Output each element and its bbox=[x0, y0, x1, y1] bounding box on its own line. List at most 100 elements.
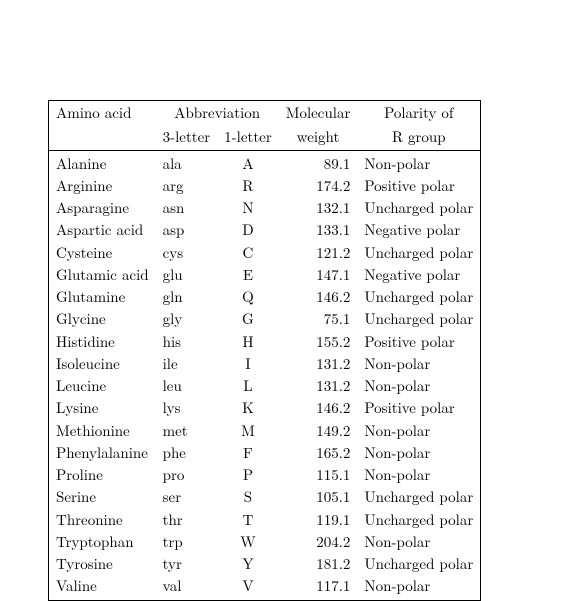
table-cell: trp bbox=[156, 531, 218, 553]
table-cell: F bbox=[217, 442, 279, 464]
table-cell: Uncharged polar bbox=[357, 486, 480, 508]
table-cell: Uncharged polar bbox=[357, 509, 480, 531]
table-cell: Isoleucine bbox=[49, 353, 156, 375]
table-cell: Uncharged polar bbox=[357, 242, 480, 264]
col-header-amino-acid: Amino acid bbox=[49, 101, 156, 126]
table-cell: asn bbox=[156, 197, 218, 219]
table-cell: H bbox=[217, 331, 279, 353]
table-cell: leu bbox=[156, 375, 218, 397]
table-row: MethioninemetM149.2Non-polar bbox=[49, 420, 481, 442]
table-cell: C bbox=[217, 242, 279, 264]
col-subheader-amino-acid bbox=[49, 125, 156, 150]
table-row: CysteinecysC121.2Uncharged polar bbox=[49, 242, 481, 264]
table-cell: cys bbox=[156, 242, 218, 264]
table-cell: 204.2 bbox=[279, 531, 358, 553]
col-subheader-rgroup: R group bbox=[357, 125, 480, 150]
table-cell: P bbox=[217, 464, 279, 486]
table-cell: Non-polar bbox=[357, 531, 480, 553]
table-cell: Q bbox=[217, 286, 279, 308]
table-row: AsparagineasnN132.1Uncharged polar bbox=[49, 197, 481, 219]
table-cell: asp bbox=[156, 219, 218, 241]
table-cell: ser bbox=[156, 486, 218, 508]
table-row: LeucineleuL131.2Non-polar bbox=[49, 375, 481, 397]
table-cell: Non-polar bbox=[357, 150, 480, 175]
table-cell: Alanine bbox=[49, 150, 156, 175]
table-cell: phe bbox=[156, 442, 218, 464]
table-row: ValinevalV117.1Non-polar bbox=[49, 575, 481, 600]
table-row: SerineserS105.1Uncharged polar bbox=[49, 486, 481, 508]
table-cell: pro bbox=[156, 464, 218, 486]
table-cell: Uncharged polar bbox=[357, 553, 480, 575]
table-cell: Non-polar bbox=[357, 420, 480, 442]
table-cell: I bbox=[217, 353, 279, 375]
table-cell: 181.2 bbox=[279, 553, 358, 575]
table-header: Amino acid Abbreviation Molecular Polari… bbox=[49, 101, 481, 151]
table-cell: Non-polar bbox=[357, 442, 480, 464]
table-cell: Leucine bbox=[49, 375, 156, 397]
table-row: TryptophantrpW204.2Non-polar bbox=[49, 531, 481, 553]
table-cell: 132.1 bbox=[279, 197, 358, 219]
table-cell: Non-polar bbox=[357, 375, 480, 397]
table-row: ArginineargR174.2Positive polar bbox=[49, 175, 481, 197]
table-cell: gly bbox=[156, 308, 218, 330]
page: Amino acid Abbreviation Molecular Polari… bbox=[0, 0, 585, 601]
table-cell: Methionine bbox=[49, 420, 156, 442]
table-cell: T bbox=[217, 509, 279, 531]
table-row: TyrosinetyrY181.2Uncharged polar bbox=[49, 553, 481, 575]
col-subheader-1letter: 1-letter bbox=[217, 125, 279, 150]
table-cell: Glutamine bbox=[49, 286, 156, 308]
table-cell: 121.2 bbox=[279, 242, 358, 264]
table-cell: lys bbox=[156, 397, 218, 419]
table-cell: Asparagine bbox=[49, 197, 156, 219]
table-cell: Non-polar bbox=[357, 464, 480, 486]
table-cell: D bbox=[217, 219, 279, 241]
col-header-mol-weight: Molecular bbox=[279, 101, 358, 126]
table-cell: Aspartic acid bbox=[49, 219, 156, 241]
table-cell: A bbox=[217, 150, 279, 175]
table-cell: Glutamic acid bbox=[49, 264, 156, 286]
table-cell: Tyrosine bbox=[49, 553, 156, 575]
table-row: ProlineproP115.1Non-polar bbox=[49, 464, 481, 486]
table-row: IsoleucineileI131.2Non-polar bbox=[49, 353, 481, 375]
table-cell: 119.1 bbox=[279, 509, 358, 531]
col-header-polarity: Polarity of bbox=[357, 101, 480, 126]
table-cell: Lysine bbox=[49, 397, 156, 419]
table-cell: Positive polar bbox=[357, 175, 480, 197]
table-cell: Valine bbox=[49, 575, 156, 600]
col-header-abbreviation: Abbreviation bbox=[156, 101, 279, 126]
table-row: PhenylalaninepheF165.2Non-polar bbox=[49, 442, 481, 464]
table-body: AlaninealaA89.1Non-polarArginineargR174.… bbox=[49, 150, 481, 600]
table-cell: 75.1 bbox=[279, 308, 358, 330]
table-cell: 89.1 bbox=[279, 150, 358, 175]
table-cell: K bbox=[217, 397, 279, 419]
table-cell: 174.2 bbox=[279, 175, 358, 197]
table-cell: Proline bbox=[49, 464, 156, 486]
table-cell: glu bbox=[156, 264, 218, 286]
table-cell: arg bbox=[156, 175, 218, 197]
table-cell: Y bbox=[217, 553, 279, 575]
table-cell: 146.2 bbox=[279, 286, 358, 308]
table-cell: N bbox=[217, 197, 279, 219]
table-cell: ile bbox=[156, 353, 218, 375]
table-row: LysinelysK146.2Positive polar bbox=[49, 397, 481, 419]
table-cell: Serine bbox=[49, 486, 156, 508]
table-row: GlutamineglnQ146.2Uncharged polar bbox=[49, 286, 481, 308]
table-cell: 155.2 bbox=[279, 331, 358, 353]
table-cell: 117.1 bbox=[279, 575, 358, 600]
table-row: Glutamic acidgluE147.1Negative polar bbox=[49, 264, 481, 286]
table-cell: thr bbox=[156, 509, 218, 531]
table-cell: 147.1 bbox=[279, 264, 358, 286]
table-cell: Negative polar bbox=[357, 264, 480, 286]
table-cell: Uncharged polar bbox=[357, 197, 480, 219]
table-cell: L bbox=[217, 375, 279, 397]
table-cell: gln bbox=[156, 286, 218, 308]
table-cell: Positive polar bbox=[357, 397, 480, 419]
table-row: AlaninealaA89.1Non-polar bbox=[49, 150, 481, 175]
table-cell: Uncharged polar bbox=[357, 308, 480, 330]
table-cell: W bbox=[217, 531, 279, 553]
table-cell: his bbox=[156, 331, 218, 353]
table-cell: val bbox=[156, 575, 218, 600]
table-cell: R bbox=[217, 175, 279, 197]
table-cell: 115.1 bbox=[279, 464, 358, 486]
col-subheader-3letter: 3-letter bbox=[156, 125, 218, 150]
